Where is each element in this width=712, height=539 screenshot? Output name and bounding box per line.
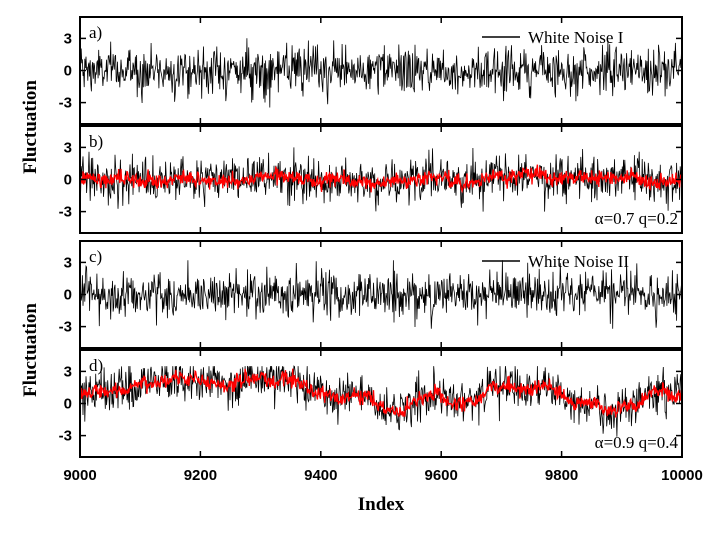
y-tick-label: 0 bbox=[64, 63, 72, 80]
panel-label: d) bbox=[89, 356, 103, 375]
x-tick-label: 10000 bbox=[661, 467, 703, 484]
x-tick-label: 9600 bbox=[425, 467, 458, 484]
y-tick-label: 0 bbox=[64, 172, 72, 189]
y-tick-label: -3 bbox=[59, 428, 72, 445]
y-tick-label: 3 bbox=[64, 254, 72, 271]
y-tick-label: 0 bbox=[64, 396, 72, 413]
x-tick-labels: 9000 9200 9400 9600 9800 10000 bbox=[63, 467, 703, 484]
panel-label: b) bbox=[89, 132, 103, 151]
x-tick-label: 9400 bbox=[304, 467, 337, 484]
y-tick-label: 3 bbox=[64, 30, 72, 47]
y-tick-label: 0 bbox=[64, 287, 72, 304]
y-axis-title-upper: Fluctuation bbox=[20, 80, 41, 174]
panel-4: 3 0 -3 d) α=0.9 q=0.4 bbox=[59, 349, 683, 458]
filtered-series-4 bbox=[80, 368, 682, 418]
x-tick-label: 9800 bbox=[545, 467, 578, 484]
parameter-annotation: α=0.9 q=0.4 bbox=[595, 433, 679, 452]
axis-titles: Fluctuation Fluctuation Index bbox=[20, 80, 405, 515]
panel-1: 3 0 -3 a) White Noise I bbox=[59, 16, 683, 125]
panel-label: a) bbox=[89, 23, 102, 42]
noise-series-1 bbox=[80, 38, 682, 108]
panel-3: 3 0 -3 c) White Noise II bbox=[59, 240, 683, 349]
legend-label: White Noise I bbox=[528, 28, 624, 47]
noise-series-4 bbox=[80, 365, 682, 437]
panel-2: 3 0 -3 b) α=0.7 q=0.2 bbox=[59, 125, 683, 234]
y-tick-label: -3 bbox=[59, 95, 72, 112]
x-axis-title: Index bbox=[358, 494, 405, 515]
x-tick-label: 9200 bbox=[184, 467, 217, 484]
y-axis-title-lower: Fluctuation bbox=[20, 303, 41, 397]
panel-label: c) bbox=[89, 247, 102, 266]
noise-series-3 bbox=[80, 260, 682, 329]
filtered-series-2 bbox=[80, 164, 682, 194]
y-tick-label: -3 bbox=[59, 204, 72, 221]
panels: 3 0 -3 a) White Noise I 3 0 -3 b) α=0.7 q=0.2 3 0 -3… bbox=[59, 16, 683, 458]
y-tick-label: 3 bbox=[64, 363, 72, 380]
legend-label: White Noise II bbox=[528, 252, 629, 271]
y-tick-label: 3 bbox=[64, 139, 72, 156]
y-tick-label: -3 bbox=[59, 319, 72, 336]
x-tick-label: 9000 bbox=[63, 467, 96, 484]
parameter-annotation: α=0.7 q=0.2 bbox=[595, 209, 678, 228]
